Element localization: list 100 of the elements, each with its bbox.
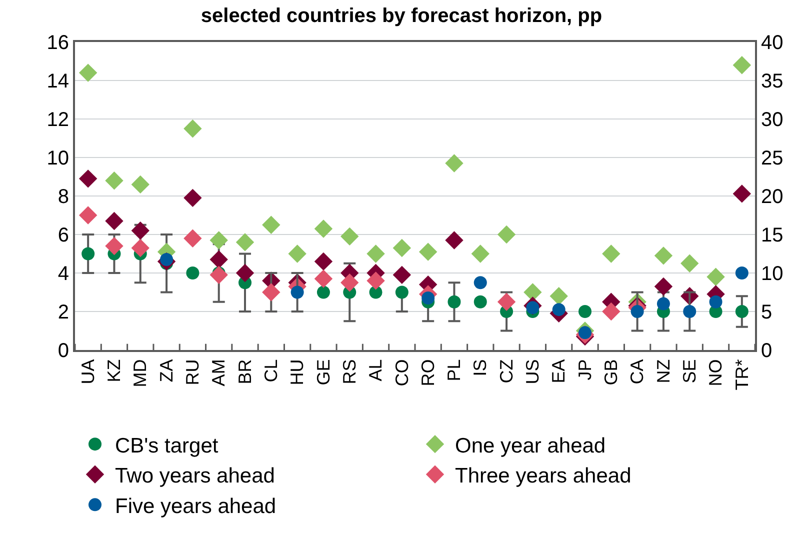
point (78, 64, 98, 82)
x-tick-label: GB (601, 359, 621, 386)
y2-tick-label: 0 (761, 340, 772, 362)
point (497, 292, 516, 311)
point (105, 172, 124, 190)
point (184, 229, 202, 248)
point (683, 305, 696, 318)
y2-tick-label: 35 (761, 70, 784, 92)
point (82, 247, 95, 260)
point (314, 220, 333, 238)
point (262, 216, 280, 234)
x-tick-label: ZA (156, 359, 176, 382)
x-tick-label: EA (548, 359, 569, 384)
point (706, 268, 725, 286)
point (474, 295, 487, 308)
point (366, 244, 385, 263)
y2-tick-label: 20 (761, 186, 784, 208)
point (656, 297, 670, 310)
y-tick-label: 2 (58, 302, 69, 324)
point (497, 225, 516, 244)
y-tick-label: 10 (46, 148, 69, 170)
x-tick-label: GE (313, 359, 334, 386)
legend-label: Five years ahead (115, 494, 276, 518)
point (314, 270, 333, 288)
y-tick-label: 16 (46, 32, 69, 54)
y2-tick-label: 5 (761, 302, 772, 324)
point (288, 244, 306, 263)
point (314, 252, 333, 271)
point (184, 120, 202, 138)
x-tick-label: CA (627, 359, 648, 384)
point (131, 222, 150, 240)
legend-label: One year ahead (455, 434, 606, 458)
point (210, 250, 228, 269)
x-tick-label: BR (234, 359, 255, 384)
y-tick-label: 12 (46, 109, 69, 131)
point (290, 286, 304, 299)
legend-label: Three years ahead (455, 464, 632, 488)
y2-tick-label: 30 (761, 109, 784, 131)
x-tick-label: RU (182, 359, 203, 386)
point (131, 238, 150, 258)
point (340, 274, 359, 292)
x-tick-label: PL (444, 359, 464, 382)
x-tick-label: IS (470, 359, 490, 376)
x-tick-label: HU (287, 359, 308, 386)
y2-tick-label: 10 (761, 263, 784, 285)
x-tick-label: AM (208, 359, 229, 386)
y2-tick-label: 25 (761, 148, 784, 170)
point (578, 305, 592, 318)
x-tick-label: KZ (104, 359, 124, 382)
point (654, 277, 673, 296)
point (131, 175, 150, 194)
y-tick-label: 4 (58, 263, 69, 285)
point (186, 266, 200, 280)
point (550, 287, 568, 306)
point (78, 170, 98, 188)
point (471, 244, 490, 263)
point (78, 206, 98, 224)
y2-tick-label: 40 (761, 32, 784, 54)
point (184, 188, 202, 208)
chart-title: selected countries by forecast horizon, pp (200, 5, 602, 28)
point (602, 244, 620, 263)
point (392, 266, 412, 284)
x-tick-label: JP (574, 359, 595, 380)
point (474, 276, 487, 290)
point (445, 154, 464, 172)
legend-label: CB's target (115, 434, 218, 458)
point (105, 212, 124, 230)
y-tick-label: 0 (58, 340, 69, 362)
point (262, 283, 280, 302)
x-tick-label: UA (78, 359, 98, 384)
point (630, 305, 644, 318)
point (236, 233, 254, 252)
point (418, 242, 438, 261)
x-tick-label: NO (706, 359, 726, 386)
point (395, 286, 408, 299)
point (552, 303, 566, 316)
point (445, 231, 464, 250)
x-tick-label: RO (418, 359, 438, 386)
point (448, 295, 461, 308)
point (392, 238, 412, 258)
x-tick-label: TR* (732, 359, 752, 390)
x-tick-label: SE (679, 359, 700, 384)
x-tick-label: US (522, 359, 543, 384)
point (422, 292, 435, 305)
point (340, 227, 359, 246)
x-tick-label: CZ (496, 359, 516, 384)
x-tick-label: AL (366, 359, 386, 382)
x-tick-label: MD (130, 359, 150, 388)
x-tick-label: RS (339, 359, 360, 384)
point (602, 302, 620, 321)
point (366, 272, 385, 290)
point (680, 254, 699, 272)
legend-label: Two years ahead (115, 464, 275, 488)
y-tick-label: 14 (46, 70, 69, 92)
y-tick-label: 8 (58, 186, 69, 208)
x-tick-label: NZ (653, 359, 674, 384)
point (105, 236, 124, 256)
x-tick-label: CL (261, 359, 281, 382)
point (236, 264, 254, 282)
point (654, 246, 673, 265)
